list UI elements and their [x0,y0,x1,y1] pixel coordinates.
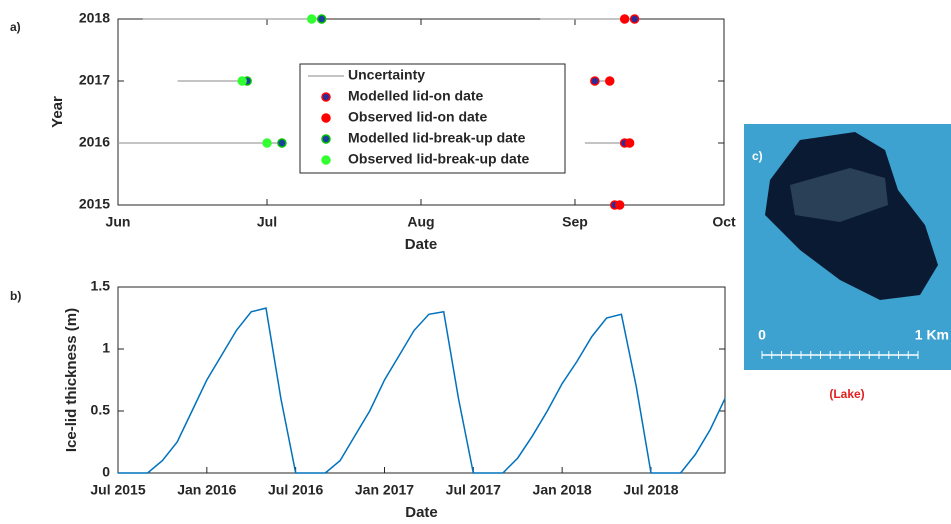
x-axis-label: Date [405,236,438,253]
marker [629,14,640,24]
x-tick-label: Jul 2016 [268,482,323,498]
x-axis-label: Date [405,504,438,521]
marker [237,76,247,86]
y-axis-label: Year [49,96,66,128]
x-tick-label: Jan 2017 [355,482,414,498]
marker [614,200,625,210]
marker [316,14,327,24]
legend-label: Uncertainty [348,67,425,83]
legend-marker [321,92,331,102]
y-tick-label: 0.5 [91,402,111,418]
image-caption: (Lake) [829,387,864,401]
legend-marker [321,113,331,123]
x-tick-label: Jul 2017 [446,482,501,498]
panel-label: c) [752,149,763,163]
uncertainty-line [118,18,635,144]
y-tick-label: 2016 [79,134,110,150]
x-tick-label: Jun [106,214,131,230]
legend-label: Observed lid-break-up date [348,151,529,167]
panel-label: a) [10,20,21,34]
marker [619,14,630,24]
legend-marker [321,134,331,144]
x-tick-label: Aug [407,214,434,230]
y-tick-label: 2015 [79,196,110,212]
y-tick-label: 2018 [79,10,110,26]
marker [590,76,600,86]
panel-label: b) [10,289,21,303]
scale-start: 0 [758,327,766,343]
lake-ice [790,168,888,222]
x-tick-label: Jul 2018 [623,482,678,498]
thickness-line [118,307,726,474]
x-tick-label: Oct [712,214,736,230]
x-tick-label: Jul 2015 [90,482,145,498]
x-tick-label: Jan 2016 [177,482,236,498]
legend-marker [321,155,331,165]
marker [605,76,615,86]
marker [277,138,287,148]
legend-label: Observed lid-on date [348,109,487,125]
y-tick-label: 1.5 [91,278,111,294]
marker [306,14,317,24]
plot-frame [117,286,726,474]
x-tick-label: Sep [562,214,588,230]
scale-end: 1 Km [915,327,949,343]
marker [624,138,635,148]
y-tick-label: 1 [102,340,110,356]
image-panel: c) 0 1 Km [744,124,951,370]
x-tick-label: Jul [257,214,277,230]
legend-label: Modelled lid-on date [348,88,484,104]
y-tick-label: 0 [102,464,110,480]
y-tick-label: 2017 [79,72,110,88]
legend-box [299,63,566,174]
marker [262,138,272,148]
legend-label: Modelled lid-break-up date [348,130,526,146]
y-axis-label: Ice-lid thickness (m) [63,308,80,452]
x-tick-label: Jan 2018 [533,482,592,498]
